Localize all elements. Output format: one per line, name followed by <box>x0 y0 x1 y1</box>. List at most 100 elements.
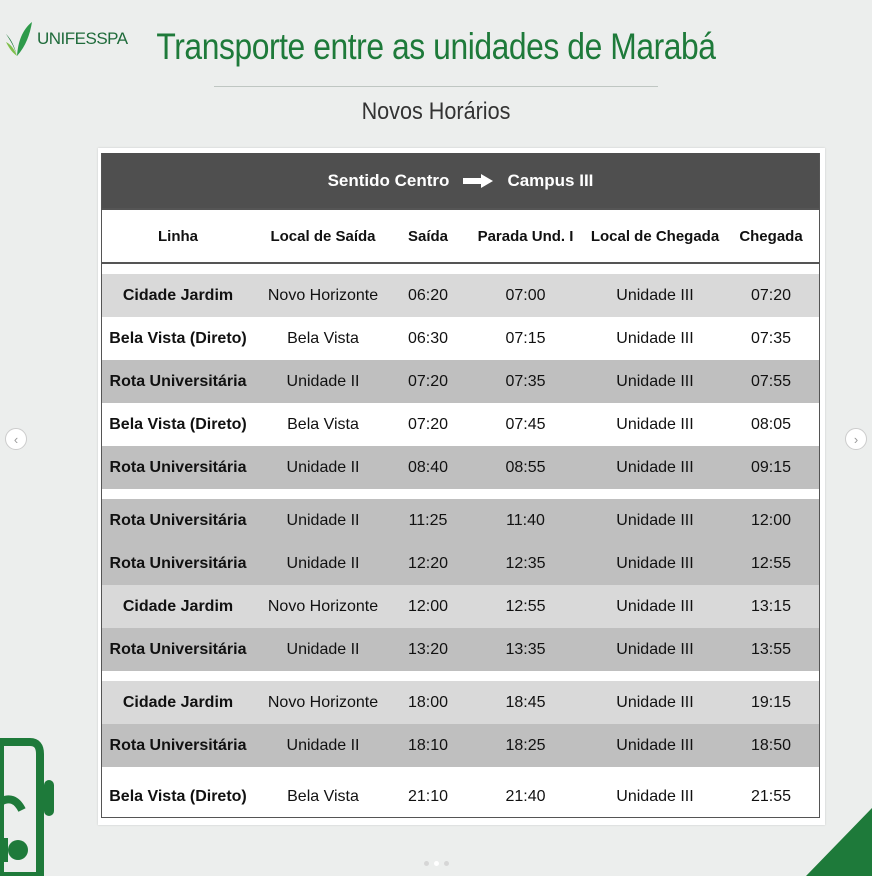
table-row: Bela Vista (Direto) Bela Vista 06:30 07:… <box>102 317 819 360</box>
schedule-table: Sentido Centro Campus III Linha Local de… <box>101 153 820 818</box>
cell-linha: Rota Universitária <box>109 458 247 476</box>
cell-parada: 13:35 <box>505 640 546 658</box>
header-saida: Saída <box>407 227 449 245</box>
cell-linha: Cidade Jardim <box>122 286 234 304</box>
cell-parada: 11:40 <box>506 511 545 529</box>
cell-chegada: 09:15 <box>750 458 792 476</box>
cell-saida: 13:20 <box>407 640 449 658</box>
cell-local-chegada: Unidade III <box>616 415 694 433</box>
cell-local-chegada: Unidade III <box>616 597 694 615</box>
cell-linha: Bela Vista (Direto) <box>109 415 247 433</box>
cell-saida: 18:00 <box>407 693 449 711</box>
bus-icon <box>0 738 54 876</box>
logo-text: UNIFESSPA <box>37 29 128 48</box>
header-chegada: Chegada <box>739 227 803 245</box>
cell-linha: Rota Universitária <box>109 640 247 658</box>
cell-saida: 07:20 <box>407 415 449 433</box>
row-spacer <box>102 264 819 274</box>
cell-linha: Rota Universitária <box>109 554 247 572</box>
chevron-left-icon: ‹ <box>13 431 19 447</box>
cell-linha: Rota Universitária <box>109 511 247 529</box>
cell-linha: Rota Universitária <box>109 372 247 390</box>
table-row: Rota Universitária Unidade II 12:20 12:3… <box>102 542 819 585</box>
row-spacer <box>102 489 819 499</box>
cell-saida: 21:10 <box>407 788 449 805</box>
cell-local-saida: Unidade II <box>286 554 360 572</box>
cell-chegada: 18:50 <box>750 736 792 754</box>
cell-local-saida: Unidade II <box>286 736 360 754</box>
table-row: Bela Vista (Direto) Bela Vista 07:20 07:… <box>102 403 819 446</box>
cell-linha: Bela Vista (Direto) <box>109 329 247 347</box>
cell-linha: Cidade Jardim <box>122 693 234 711</box>
table-row: Cidade Jardim Novo Horizonte 12:00 12:55… <box>102 585 819 628</box>
cell-parada: 07:15 <box>505 329 546 347</box>
cell-local-saida: Bela Vista <box>287 329 359 347</box>
unifesspa-logo: UNIFESSPA <box>4 20 128 58</box>
cell-local-saida: Unidade II <box>286 372 360 390</box>
cell-parada: 07:35 <box>505 372 546 390</box>
cell-parada: 18:25 <box>505 736 546 754</box>
header-parada: Parada Und. I <box>477 227 574 245</box>
corner-decoration <box>806 808 872 876</box>
carousel-dot[interactable] <box>424 861 429 866</box>
table-row: Rota Universitária Unidade II 07:20 07:3… <box>102 360 819 403</box>
leaf-logo-icon <box>6 22 32 56</box>
cell-saida: 06:30 <box>407 329 449 347</box>
row-spacer <box>102 767 819 777</box>
cell-local-chegada: Unidade III <box>616 511 694 529</box>
cell-local-chegada: Unidade III <box>616 736 694 754</box>
table-row: Rota Universitária Unidade II 18:10 18:2… <box>102 724 819 767</box>
cell-linha: Bela Vista (Direto) <box>109 788 247 805</box>
table-header: Linha Local de Saída Saída Parada Und. I… <box>102 208 819 264</box>
cell-local-saida: Unidade II <box>286 511 360 529</box>
cell-local-saida: Novo Horizonte <box>267 597 379 615</box>
cell-local-chegada: Unidade III <box>616 788 694 805</box>
cell-local-chegada: Unidade III <box>616 329 694 347</box>
cell-saida: 06:20 <box>407 286 449 304</box>
cell-parada: 07:00 <box>505 286 546 304</box>
next-slide-button[interactable]: › <box>845 428 867 450</box>
cell-local-saida: Bela Vista <box>287 788 359 805</box>
cell-local-saida: Bela Vista <box>287 415 359 433</box>
header-linha: Linha <box>158 227 198 245</box>
header-local-saida: Local de Saída <box>270 227 376 245</box>
cell-chegada: 07:35 <box>750 329 792 347</box>
header-local-chegada: Local de Chegada <box>590 227 720 245</box>
cell-saida: 08:40 <box>407 458 449 476</box>
cell-chegada: 21:55 <box>750 788 792 805</box>
cell-local-saida: Novo Horizonte <box>267 286 379 304</box>
previous-slide-button[interactable]: ‹ <box>5 428 27 450</box>
table-row: Rota Universitária Unidade II 13:20 13:3… <box>102 628 819 671</box>
table-row: Bela Vista (Direto) Bela Vista 21:10 21:… <box>102 777 819 817</box>
direction-to: Campus III <box>507 170 594 190</box>
cell-saida: 12:20 <box>407 554 449 572</box>
cell-linha: Rota Universitária <box>109 736 247 754</box>
cell-local-saida: Unidade II <box>286 458 360 476</box>
direction-band: Sentido Centro Campus III <box>102 153 819 208</box>
cell-saida: 18:10 <box>407 736 449 754</box>
cell-parada: 12:35 <box>505 554 546 572</box>
carousel-dot[interactable] <box>444 861 449 866</box>
cell-saida: 11:25 <box>408 511 448 529</box>
title-divider <box>214 86 658 87</box>
page-title: Transporte entre as unidades de Marabá <box>156 26 716 67</box>
cell-parada: 21:40 <box>505 788 546 805</box>
cell-chegada: 13:15 <box>750 597 792 615</box>
row-spacer <box>102 671 819 681</box>
cell-local-chegada: Unidade III <box>616 693 694 711</box>
cell-chegada: 07:55 <box>750 372 792 390</box>
cell-local-saida: Unidade II <box>286 640 360 658</box>
cell-parada: 18:45 <box>505 693 546 711</box>
cell-parada: 07:45 <box>505 415 546 433</box>
direction-from: Sentido Centro <box>327 170 450 190</box>
cell-linha: Cidade Jardim <box>122 597 234 615</box>
cell-local-chegada: Unidade III <box>616 640 694 658</box>
table-row: Cidade Jardim Novo Horizonte 06:20 07:00… <box>102 274 819 317</box>
carousel-dot-active[interactable] <box>434 861 439 866</box>
cell-chegada: 07:20 <box>750 286 792 304</box>
cell-saida: 07:20 <box>407 372 449 390</box>
table-row: Rota Universitária Unidade II 11:25 11:4… <box>102 499 819 542</box>
carousel-indicator <box>424 861 449 866</box>
cell-local-saida: Novo Horizonte <box>267 693 379 711</box>
cell-local-chegada: Unidade III <box>616 554 694 572</box>
